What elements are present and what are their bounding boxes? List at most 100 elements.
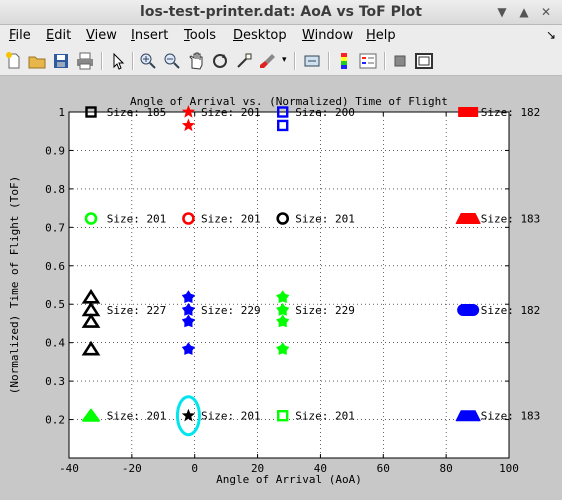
toolbar-separator bbox=[101, 52, 103, 70]
figure-toolbar: ▾ bbox=[0, 47, 562, 76]
menu-view[interactable]: View bbox=[86, 28, 117, 43]
menu-window[interactable]: Window bbox=[302, 28, 354, 43]
data-point-triangle bbox=[81, 340, 101, 356]
data-point-pentagram bbox=[276, 303, 290, 316]
x-tick-label: 20 bbox=[251, 462, 264, 475]
menu-undock-arrow-icon[interactable]: ↘ bbox=[545, 28, 556, 42]
menu-help[interactable]: Help bbox=[366, 28, 396, 43]
data-point-filled-rect bbox=[458, 107, 479, 117]
menu-insert[interactable]: Insert bbox=[131, 28, 169, 43]
y-tick-label: 0.4 bbox=[45, 337, 65, 350]
y-tick-label: 0.9 bbox=[45, 144, 65, 157]
toolbar-separator bbox=[132, 52, 134, 70]
size-annotation: Size: 200 bbox=[295, 106, 355, 119]
link-icon[interactable] bbox=[302, 51, 322, 71]
size-annotation: Size: 201 bbox=[107, 410, 167, 423]
y-tick-label: 0.2 bbox=[45, 414, 65, 427]
data-markers bbox=[81, 105, 481, 437]
data-point-pentagram bbox=[181, 314, 196, 328]
data-point-pentagram bbox=[276, 290, 290, 303]
data-point-star bbox=[181, 105, 196, 118]
legend-icon[interactable] bbox=[358, 51, 378, 71]
save-icon[interactable] bbox=[51, 51, 71, 71]
size-annotation: Size: 201 bbox=[201, 410, 261, 423]
menu-edit[interactable]: Edit bbox=[46, 28, 72, 43]
size-annotation: Size: 229 bbox=[295, 304, 355, 317]
data-point-filled-oval bbox=[457, 303, 480, 316]
size-annotation: Size: 183 bbox=[481, 410, 541, 423]
new-figure-icon[interactable] bbox=[4, 51, 24, 71]
data-point-star bbox=[181, 408, 196, 422]
y-tick-label: 0.5 bbox=[45, 298, 65, 311]
data-point-pentagram bbox=[276, 314, 290, 328]
toolbar-separator bbox=[294, 52, 296, 70]
toolbar-separator bbox=[328, 52, 330, 70]
size-annotation: Size: 201 bbox=[295, 212, 355, 225]
x-tick-label: 80 bbox=[440, 462, 453, 475]
pan-icon[interactable] bbox=[186, 51, 206, 71]
title-bar[interactable]: los-test-printer.dat: AoA vs ToF Plot ▼ … bbox=[0, 0, 562, 25]
data-point-circle bbox=[84, 212, 98, 225]
data-point-pentagram bbox=[181, 303, 196, 316]
data-point-filled-trapezoid bbox=[455, 410, 481, 422]
zoom-out-icon[interactable] bbox=[162, 51, 182, 71]
data-point-circle bbox=[276, 212, 290, 225]
brush-icon[interactable] bbox=[258, 51, 278, 71]
data-point-filled-trapezoid bbox=[455, 212, 481, 224]
axis-ticks: -40 -20 0 20 40 60 80 100 0.2 0.3 0.4 0.5 0.6 0.7 0.8 0… bbox=[45, 106, 519, 475]
size-annotation: Size: 229 bbox=[201, 304, 261, 317]
data-cursor-icon[interactable] bbox=[234, 51, 254, 71]
hide-tools-icon[interactable] bbox=[390, 51, 410, 71]
window-title: los-test-printer.dat: AoA vs ToF Plot bbox=[140, 4, 422, 20]
x-tick-label: 60 bbox=[377, 462, 390, 475]
menu-bar: File Edit View Insert Tools Desktop Wind… bbox=[0, 25, 562, 47]
brush-dropdown-icon[interactable]: ▾ bbox=[282, 55, 287, 65]
maximize-icon[interactable]: ▲ bbox=[519, 5, 529, 19]
data-point-star bbox=[181, 118, 196, 132]
y-tick-label: 0.8 bbox=[45, 183, 65, 196]
size-annotation: Size: 201 bbox=[201, 212, 261, 225]
open-file-icon[interactable] bbox=[27, 51, 47, 71]
size-annotation: Size: 185 bbox=[107, 106, 167, 119]
menu-tools[interactable]: Tools bbox=[184, 28, 217, 43]
size-annotation: Size: 182 bbox=[481, 304, 541, 317]
pointer-icon[interactable] bbox=[108, 51, 128, 71]
size-annotation: Size: 182 bbox=[481, 106, 541, 119]
chart-title: Angle of Arrival vs. (Normalized) Time o… bbox=[130, 95, 448, 108]
menu-desktop[interactable]: Desktop bbox=[233, 28, 287, 43]
data-point-pentagram bbox=[181, 342, 196, 355]
minimize-icon[interactable]: ▼ bbox=[497, 5, 507, 19]
data-point-filled-triangle bbox=[82, 408, 100, 422]
data-point-square bbox=[277, 119, 289, 132]
scatter-plot[interactable]: Angle of Arrival vs. (Normalized) Time o… bbox=[0, 76, 562, 500]
y-axis-label: (Normalized) Time of Flight (ToF) bbox=[8, 176, 21, 395]
x-tick-label: -20 bbox=[122, 462, 142, 475]
data-point-circle bbox=[182, 212, 195, 225]
data-point-square bbox=[85, 106, 97, 118]
close-icon[interactable]: ✕ bbox=[540, 5, 552, 19]
x-tick-label: 0 bbox=[191, 462, 198, 475]
data-point-pentagram bbox=[181, 290, 196, 303]
y-tick-label: 1 bbox=[58, 106, 65, 119]
data-point-triangle bbox=[81, 313, 101, 328]
toolbar-separator bbox=[384, 52, 386, 70]
menu-file[interactable]: File bbox=[9, 28, 31, 43]
size-annotation: Size: 183 bbox=[481, 212, 541, 225]
axes-box[interactable] bbox=[68, 111, 510, 459]
x-tick-label: 40 bbox=[314, 462, 327, 475]
y-tick-label: 0.7 bbox=[45, 221, 65, 234]
data-point-square bbox=[277, 410, 289, 422]
size-annotation: Size: 201 bbox=[107, 212, 167, 225]
y-tick-label: 0.6 bbox=[45, 260, 65, 273]
rotate-icon[interactable] bbox=[210, 51, 230, 71]
x-tick-label: 100 bbox=[499, 462, 519, 475]
print-icon[interactable] bbox=[75, 51, 95, 71]
zoom-in-icon[interactable] bbox=[138, 51, 158, 71]
data-point-square bbox=[277, 106, 289, 118]
x-tick-label: -40 bbox=[59, 462, 79, 475]
figure-canvas: Angle of Arrival vs. (Normalized) Time o… bbox=[0, 76, 562, 500]
colorbar-icon[interactable] bbox=[334, 51, 354, 71]
size-annotation: Size: 201 bbox=[295, 410, 355, 423]
size-annotation: Size: 227 bbox=[107, 304, 167, 317]
dock-icon[interactable] bbox=[414, 51, 434, 71]
